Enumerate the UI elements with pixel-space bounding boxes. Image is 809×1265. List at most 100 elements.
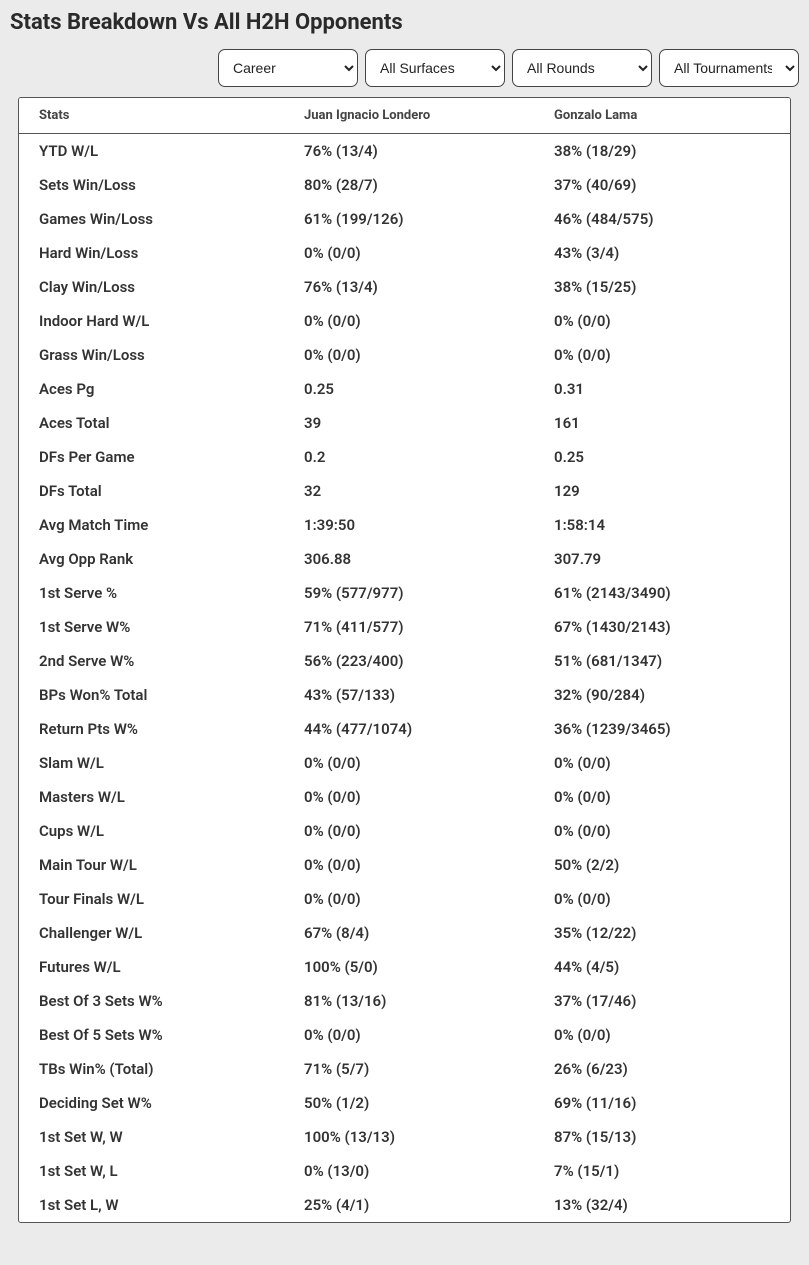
player1-value: 76% (13/4): [284, 270, 534, 304]
table-row: Indoor Hard W/L0% (0/0)0% (0/0): [19, 304, 790, 338]
table-row: Challenger W/L67% (8/4)35% (12/22): [19, 916, 790, 950]
stat-label: Deciding Set W%: [19, 1086, 284, 1120]
player2-value: 0% (0/0): [534, 1018, 790, 1052]
table-row: Aces Total39161: [19, 406, 790, 440]
table-row: 1st Serve W%71% (411/577)67% (1430/2143): [19, 610, 790, 644]
stat-label: Avg Opp Rank: [19, 542, 284, 576]
table-row: Hard Win/Loss0% (0/0)43% (3/4): [19, 236, 790, 270]
stat-label: Avg Match Time: [19, 508, 284, 542]
player1-value: 100% (5/0): [284, 950, 534, 984]
table-row: Tour Finals W/L0% (0/0)0% (0/0): [19, 882, 790, 916]
player1-value: 0% (0/0): [284, 814, 534, 848]
player1-value: 0% (0/0): [284, 882, 534, 916]
player2-value: 0% (0/0): [534, 780, 790, 814]
player1-value: 0% (0/0): [284, 848, 534, 882]
stat-label: YTD W/L: [19, 134, 284, 169]
stat-label: 1st Set W, L: [19, 1154, 284, 1188]
table-row: Avg Opp Rank306.88307.79: [19, 542, 790, 576]
stat-label: Masters W/L: [19, 780, 284, 814]
player2-value: 129: [534, 474, 790, 508]
player1-value: 61% (199/126): [284, 202, 534, 236]
stat-label: Aces Pg: [19, 372, 284, 406]
player2-value: 0% (0/0): [534, 304, 790, 338]
player1-value: 71% (411/577): [284, 610, 534, 644]
table-row: Clay Win/Loss76% (13/4)38% (15/25): [19, 270, 790, 304]
stat-label: 1st Set L, W: [19, 1188, 284, 1222]
player1-value: 100% (13/13): [284, 1120, 534, 1154]
stat-label: Challenger W/L: [19, 916, 284, 950]
col-header-player1: Juan Ignacio Londero: [284, 98, 534, 134]
stat-label: Sets Win/Loss: [19, 168, 284, 202]
player2-value: 38% (15/25): [534, 270, 790, 304]
player2-value: 7% (15/1): [534, 1154, 790, 1188]
player2-value: 161: [534, 406, 790, 440]
player1-value: 0.25: [284, 372, 534, 406]
table-row: Sets Win/Loss80% (28/7)37% (40/69): [19, 168, 790, 202]
table-row: Return Pts W%44% (477/1074)36% (1239/346…: [19, 712, 790, 746]
surface-select[interactable]: All Surfaces: [365, 49, 505, 87]
table-row: Aces Pg0.250.31: [19, 372, 790, 406]
player2-value: 50% (2/2): [534, 848, 790, 882]
table-row: Cups W/L0% (0/0)0% (0/0): [19, 814, 790, 848]
table-row: 1st Set L, W25% (4/1)13% (32/4): [19, 1188, 790, 1222]
player2-value: 0.31: [534, 372, 790, 406]
stat-label: Best Of 3 Sets W%: [19, 984, 284, 1018]
player2-value: 32% (90/284): [534, 678, 790, 712]
page-title: Stats Breakdown Vs All H2H Opponents: [0, 0, 809, 49]
player2-value: 61% (2143/3490): [534, 576, 790, 610]
player1-value: 0% (0/0): [284, 780, 534, 814]
table-row: Main Tour W/L0% (0/0)50% (2/2): [19, 848, 790, 882]
player1-value: 32: [284, 474, 534, 508]
table-row: DFs Per Game0.20.25: [19, 440, 790, 474]
stat-label: Clay Win/Loss: [19, 270, 284, 304]
player2-value: 0.25: [534, 440, 790, 474]
player2-value: 35% (12/22): [534, 916, 790, 950]
player1-value: 81% (13/16): [284, 984, 534, 1018]
table-row: Grass Win/Loss0% (0/0)0% (0/0): [19, 338, 790, 372]
tournament-select[interactable]: All Tournaments: [659, 49, 799, 87]
stat-label: Return Pts W%: [19, 712, 284, 746]
player2-value: 43% (3/4): [534, 236, 790, 270]
player1-value: 0% (0/0): [284, 746, 534, 780]
player2-value: 51% (681/1347): [534, 644, 790, 678]
stat-label: DFs Per Game: [19, 440, 284, 474]
col-header-stat: Stats: [19, 98, 284, 134]
table-row: Futures W/L100% (5/0)44% (4/5): [19, 950, 790, 984]
stat-label: BPs Won% Total: [19, 678, 284, 712]
player1-value: 71% (5/7): [284, 1052, 534, 1086]
player2-value: 38% (18/29): [534, 134, 790, 169]
player1-value: 0.2: [284, 440, 534, 474]
stat-label: Cups W/L: [19, 814, 284, 848]
table-row: BPs Won% Total43% (57/133)32% (90/284): [19, 678, 790, 712]
stat-label: Hard Win/Loss: [19, 236, 284, 270]
player1-value: 25% (4/1): [284, 1188, 534, 1222]
table-row: 2nd Serve W%56% (223/400)51% (681/1347): [19, 644, 790, 678]
table-row: DFs Total32129: [19, 474, 790, 508]
table-header-row: Stats Juan Ignacio Londero Gonzalo Lama: [19, 98, 790, 134]
table-row: Games Win/Loss61% (199/126)46% (484/575): [19, 202, 790, 236]
stat-label: 2nd Serve W%: [19, 644, 284, 678]
player1-value: 39: [284, 406, 534, 440]
stat-label: 1st Set W, W: [19, 1120, 284, 1154]
player1-value: 76% (13/4): [284, 134, 534, 169]
table-row: TBs Win% (Total)71% (5/7)26% (6/23): [19, 1052, 790, 1086]
player1-value: 306.88: [284, 542, 534, 576]
player1-value: 43% (57/133): [284, 678, 534, 712]
stats-table-container: Stats Juan Ignacio Londero Gonzalo Lama …: [18, 97, 791, 1223]
table-body: YTD W/L76% (13/4)38% (18/29)Sets Win/Los…: [19, 134, 790, 1223]
player1-value: 1:39:50: [284, 508, 534, 542]
filter-bar: Career All Surfaces All Rounds All Tourn…: [0, 49, 809, 97]
player1-value: 0% (0/0): [284, 304, 534, 338]
player2-value: 307.79: [534, 542, 790, 576]
player1-value: 0% (0/0): [284, 338, 534, 372]
player2-value: 0% (0/0): [534, 882, 790, 916]
player1-value: 44% (477/1074): [284, 712, 534, 746]
player2-value: 13% (32/4): [534, 1188, 790, 1222]
player1-value: 80% (28/7): [284, 168, 534, 202]
player1-value: 67% (8/4): [284, 916, 534, 950]
career-select[interactable]: Career: [218, 49, 358, 87]
player1-value: 56% (223/400): [284, 644, 534, 678]
table-row: 1st Set W, L0% (13/0)7% (15/1): [19, 1154, 790, 1188]
round-select[interactable]: All Rounds: [512, 49, 652, 87]
table-row: Slam W/L0% (0/0)0% (0/0): [19, 746, 790, 780]
